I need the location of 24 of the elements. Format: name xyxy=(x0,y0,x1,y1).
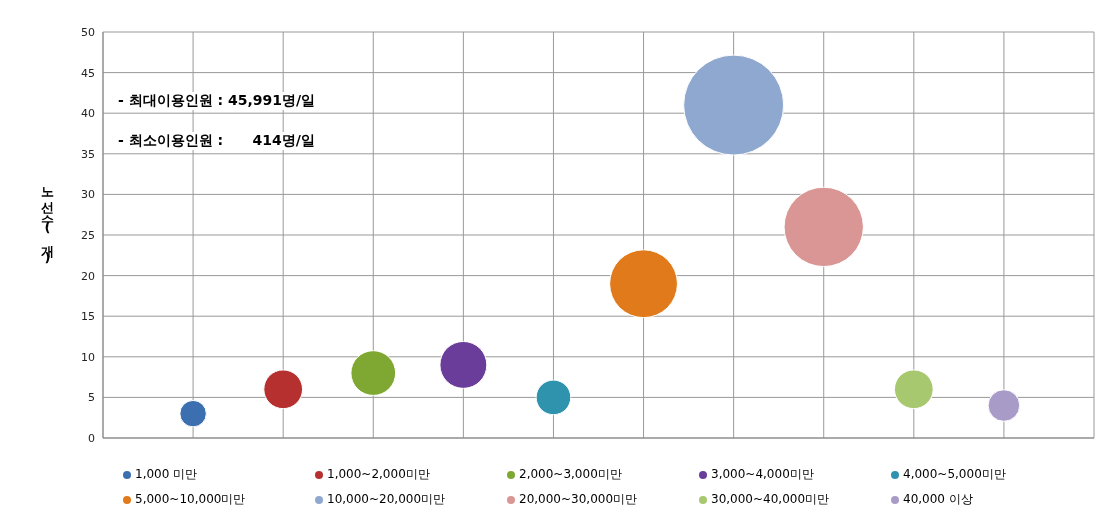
y-tick-label: 0 xyxy=(88,431,95,445)
y-tick-label: 10 xyxy=(81,350,95,364)
legend-label: 30,000~40,000미만 xyxy=(711,491,830,508)
annotation: - 최소이용인원 : 414명/일 xyxy=(118,132,315,150)
legend-label: 3,000~4,000미만 xyxy=(711,466,814,483)
y-tick-label: 30 xyxy=(81,188,95,202)
legend-label: 40,000 이상 xyxy=(903,491,973,508)
legend-label: 5,000~10,000미만 xyxy=(135,491,246,508)
y-tick-label: 25 xyxy=(81,228,95,242)
y-tick-label: 20 xyxy=(81,269,95,283)
y-tick-label: 45 xyxy=(81,66,95,80)
y-tick-label: 5 xyxy=(88,391,95,405)
legend-label: 20,000~30,000미만 xyxy=(519,491,638,508)
legend-label: 2,000~3,000미만 xyxy=(519,466,622,483)
y-tick-label: 35 xyxy=(81,147,95,161)
legend-label: 1,000 미만 xyxy=(135,466,198,483)
y-tick-label: 15 xyxy=(81,310,95,324)
y-tick-label: 50 xyxy=(81,25,95,39)
legend-label: 1,000~2,000미만 xyxy=(327,466,430,483)
annotation: - 최대이용인원 : 45,991명/일 xyxy=(118,92,316,110)
legend-label: 10,000~20,000미만 xyxy=(327,491,446,508)
y-axis-title: 노선수(개) xyxy=(39,178,56,266)
y-tick-label: 40 xyxy=(81,107,95,121)
legend-label: 4,000~5,000미만 xyxy=(903,466,1006,483)
